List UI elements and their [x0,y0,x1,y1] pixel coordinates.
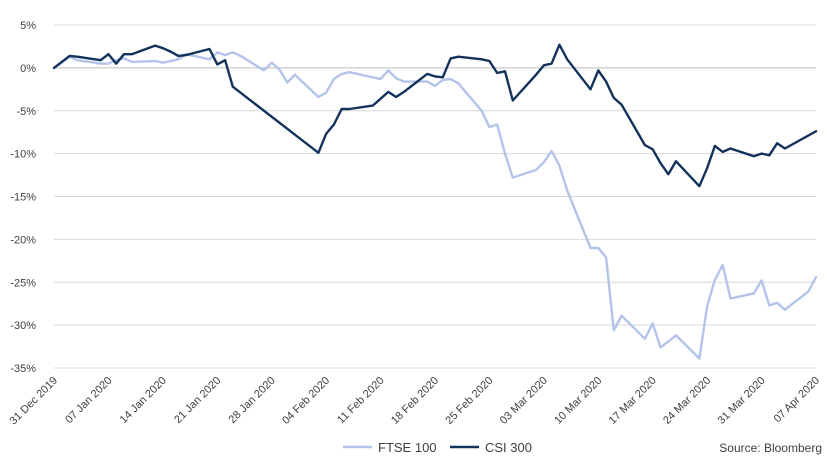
x-tick-label: 17 Mar 2020 [607,375,659,427]
gridlines [54,24,816,369]
x-tick-label: 14 Jan 2020 [118,375,169,426]
x-tick-label: 11 Feb 2020 [335,375,387,427]
x-tick-label: 31 Dec 2019 [8,375,61,428]
y-tick-label: -25% [10,277,36,289]
legend-label-csi-300: CSI 300 [485,440,532,455]
x-tick-label: 03 Mar 2020 [498,375,550,427]
y-tick-label: -30% [10,320,36,332]
x-tick-label: 18 Feb 2020 [389,375,441,427]
y-tick-label: -15% [10,192,36,204]
legend-label-ftse-100: FTSE 100 [378,440,437,455]
x-tick-label: 25 Feb 2020 [443,375,495,427]
x-tick-label: 07 Jan 2020 [63,375,114,426]
y-tick-label: -5% [16,106,36,118]
x-tick-label: 21 Jan 2020 [172,375,223,426]
x-tick-label: 24 Mar 2020 [661,375,713,427]
source-note: Source: Bloomberg [719,441,822,455]
y-axis-tick-labels: 5% 0% -5% -10% -15% -20% -25% -30% -35% [10,20,36,375]
x-tick-label: 07 Apr 2020 [772,375,822,425]
y-tick-label: -20% [10,234,36,246]
x-tick-label: 31 Mar 2020 [716,375,768,427]
y-tick-label: -35% [10,363,36,375]
y-tick-label: -10% [10,149,36,161]
x-axis-tick-labels: 31 Dec 2019 07 Jan 2020 14 Jan 2020 21 Jan … [8,375,823,428]
x-tick-label: 10 Mar 2020 [552,375,604,427]
series-line-csi-300 [52,43,818,188]
y-tick-label: 5% [20,20,36,32]
x-tick-label: 04 Feb 2020 [280,375,332,427]
series-line-ftse-100 [52,51,818,360]
series-lines [52,43,818,360]
x-tick-label: 28 Jan 2020 [227,375,278,426]
legend: FTSE 100 CSI 300 [343,440,532,455]
y-tick-label: 0% [20,63,36,75]
